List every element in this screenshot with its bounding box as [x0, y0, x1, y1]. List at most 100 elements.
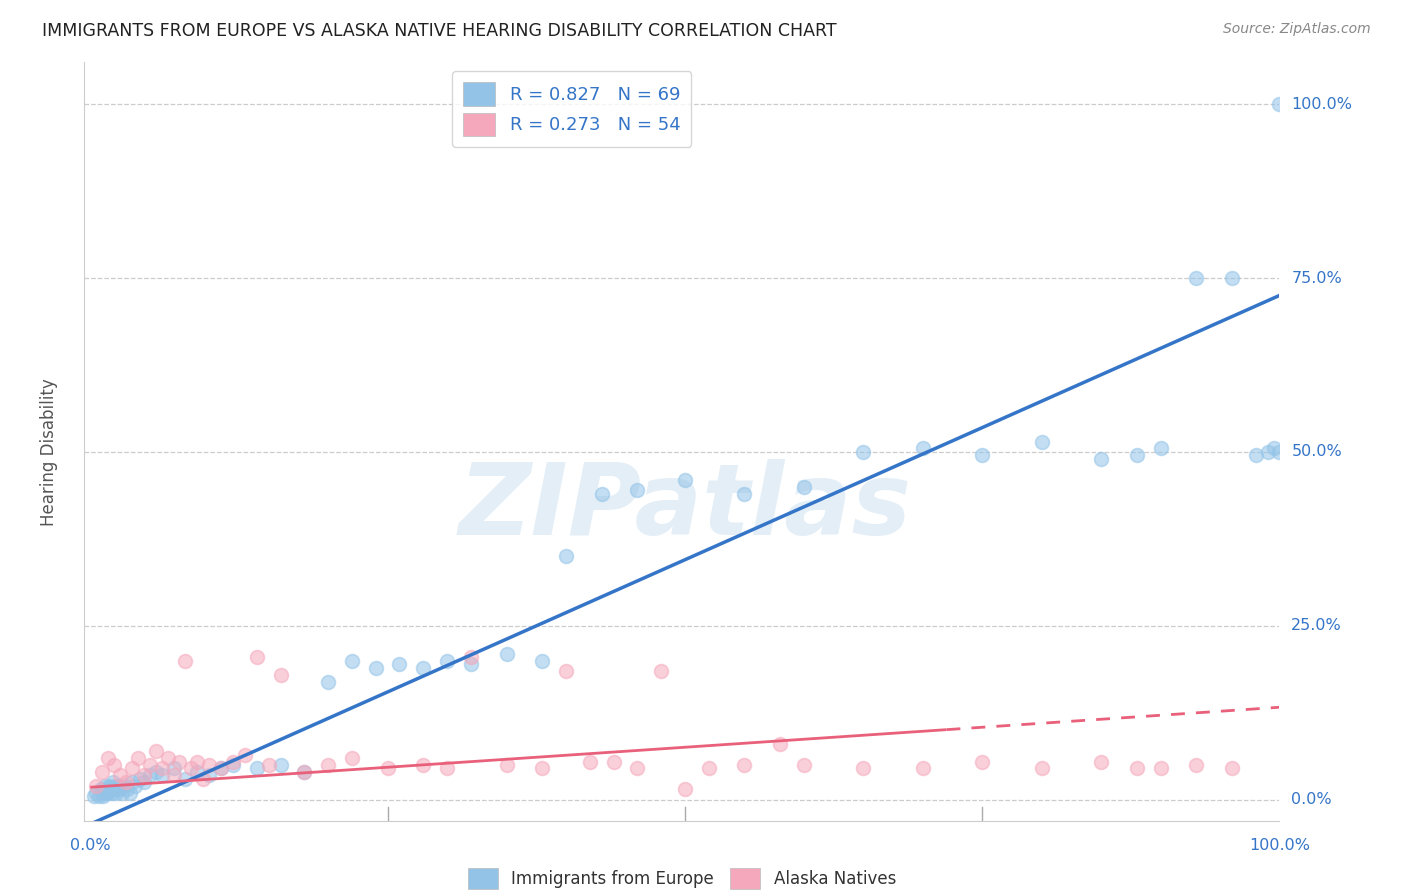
- Point: [246, 762, 269, 776]
- Point: [186, 764, 208, 779]
- Point: [316, 758, 339, 772]
- Point: [1185, 271, 1208, 285]
- Point: [1220, 271, 1243, 285]
- Point: [578, 755, 600, 769]
- Point: [495, 758, 517, 772]
- Point: [169, 755, 191, 769]
- Point: [1263, 442, 1285, 456]
- Point: [972, 449, 994, 463]
- Point: [1090, 755, 1112, 769]
- Point: [105, 786, 128, 800]
- Text: Source: ZipAtlas.com: Source: ZipAtlas.com: [1223, 22, 1371, 37]
- Text: ZIPatlas: ZIPatlas: [458, 459, 911, 556]
- Point: [93, 779, 115, 793]
- Point: [115, 782, 138, 797]
- Point: [174, 772, 197, 786]
- Text: 25.0%: 25.0%: [1291, 618, 1343, 633]
- Text: Hearing Disability: Hearing Disability: [39, 378, 58, 526]
- Point: [162, 762, 184, 776]
- Point: [460, 650, 482, 665]
- Point: [1185, 758, 1208, 772]
- Point: [145, 764, 167, 779]
- Point: [316, 674, 339, 689]
- Point: [697, 762, 720, 776]
- Point: [121, 775, 143, 789]
- Point: [1090, 451, 1112, 466]
- Point: [388, 657, 411, 672]
- Point: [93, 789, 115, 804]
- Point: [91, 786, 114, 800]
- Point: [193, 772, 215, 786]
- Point: [972, 755, 994, 769]
- Point: [129, 772, 152, 786]
- Point: [108, 782, 131, 797]
- Point: [292, 764, 315, 779]
- Point: [769, 737, 792, 751]
- Point: [118, 786, 141, 800]
- Text: IMMIGRANTS FROM EUROPE VS ALASKA NATIVE HEARING DISABILITY CORRELATION CHART: IMMIGRANTS FROM EUROPE VS ALASKA NATIVE …: [42, 22, 837, 40]
- Text: 75.0%: 75.0%: [1291, 270, 1343, 285]
- Point: [94, 786, 117, 800]
- Point: [115, 775, 138, 789]
- Point: [460, 657, 482, 672]
- Point: [412, 660, 434, 674]
- Point: [108, 779, 131, 793]
- Point: [673, 473, 696, 487]
- Point: [246, 650, 269, 665]
- Point: [162, 768, 184, 782]
- Point: [222, 755, 245, 769]
- Point: [412, 758, 434, 772]
- Point: [156, 751, 179, 765]
- Point: [104, 779, 127, 793]
- Point: [911, 442, 934, 456]
- Point: [108, 768, 131, 782]
- Point: [1268, 97, 1291, 112]
- Point: [101, 775, 124, 789]
- Point: [555, 664, 578, 678]
- Point: [209, 762, 232, 776]
- Point: [602, 755, 624, 769]
- Point: [852, 762, 875, 776]
- Point: [103, 758, 125, 772]
- Point: [98, 779, 121, 793]
- Point: [121, 762, 143, 776]
- Point: [132, 768, 155, 782]
- Point: [377, 762, 399, 776]
- Point: [1244, 449, 1267, 463]
- Point: [911, 762, 934, 776]
- Point: [91, 764, 114, 779]
- Point: [83, 789, 105, 804]
- Point: [531, 654, 554, 668]
- Point: [100, 782, 122, 797]
- Point: [222, 758, 245, 772]
- Point: [90, 782, 112, 797]
- Point: [97, 786, 120, 800]
- Point: [198, 768, 221, 782]
- Point: [233, 747, 256, 762]
- Point: [139, 768, 162, 782]
- Point: [127, 751, 149, 765]
- Point: [436, 654, 458, 668]
- Text: 100.0%: 100.0%: [1291, 96, 1353, 112]
- Point: [96, 782, 118, 797]
- Point: [340, 654, 363, 668]
- Point: [1031, 434, 1053, 449]
- Text: 100.0%: 100.0%: [1249, 838, 1310, 853]
- Point: [186, 755, 208, 769]
- Point: [1268, 445, 1291, 459]
- Point: [555, 549, 578, 564]
- Point: [103, 782, 125, 797]
- Point: [626, 483, 648, 498]
- Point: [145, 744, 167, 758]
- Point: [209, 762, 232, 776]
- Point: [673, 782, 696, 797]
- Point: [733, 486, 755, 500]
- Text: 0.0%: 0.0%: [1291, 792, 1331, 807]
- Point: [1126, 449, 1149, 463]
- Point: [436, 762, 458, 776]
- Point: [124, 779, 146, 793]
- Point: [84, 779, 107, 793]
- Point: [107, 782, 129, 797]
- Point: [495, 647, 517, 661]
- Point: [1126, 762, 1149, 776]
